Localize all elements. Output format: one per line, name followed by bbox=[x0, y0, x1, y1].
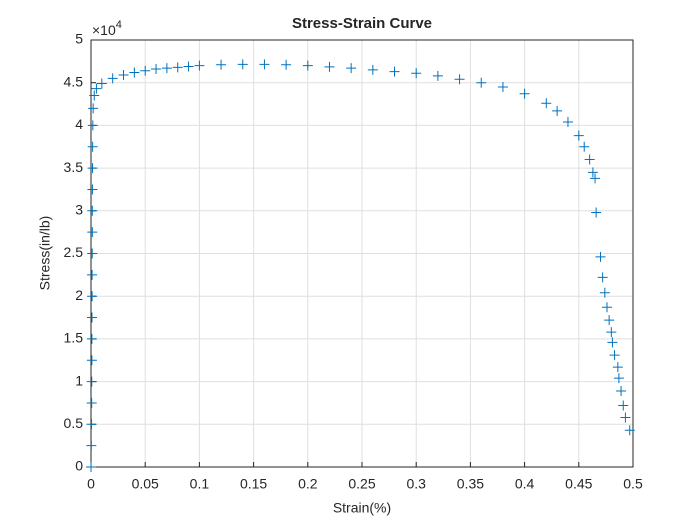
marker bbox=[601, 302, 612, 313]
marker bbox=[579, 141, 590, 152]
marker bbox=[151, 64, 162, 75]
marker bbox=[91, 83, 102, 94]
marker bbox=[609, 350, 620, 361]
marker bbox=[259, 59, 270, 70]
marker bbox=[616, 385, 627, 396]
marker bbox=[183, 61, 194, 72]
y-tick-label: 4 bbox=[75, 116, 83, 132]
marker bbox=[595, 251, 606, 262]
marker bbox=[87, 205, 98, 216]
marker bbox=[624, 425, 635, 436]
x-tick-label: 0.25 bbox=[348, 476, 375, 492]
marker bbox=[194, 60, 205, 71]
y-tick-label: 2 bbox=[75, 287, 83, 303]
y-tick-label: 0 bbox=[75, 458, 83, 474]
x-tick-label: 0 bbox=[87, 476, 95, 492]
y-tick-label: 1.5 bbox=[64, 330, 84, 346]
y-exponent: ×104 bbox=[92, 19, 122, 38]
y-tick-label: 3.5 bbox=[64, 159, 84, 175]
marker bbox=[86, 355, 97, 366]
marker bbox=[87, 120, 98, 131]
marker bbox=[86, 333, 97, 344]
marker bbox=[237, 59, 248, 70]
marker bbox=[584, 154, 595, 165]
marker bbox=[562, 116, 573, 127]
marker bbox=[573, 130, 584, 141]
marker bbox=[497, 81, 508, 92]
x-tick-label: 0.35 bbox=[457, 476, 484, 492]
marker bbox=[367, 64, 378, 75]
marker bbox=[541, 98, 552, 109]
y-axis-label: Stress(in/lb) bbox=[37, 216, 53, 291]
marker bbox=[86, 376, 97, 387]
marker bbox=[613, 373, 624, 384]
marker bbox=[324, 61, 335, 72]
x-tick-label: 0.3 bbox=[406, 476, 426, 492]
marker bbox=[216, 59, 227, 70]
marker bbox=[86, 462, 96, 472]
marker bbox=[606, 327, 617, 338]
x-tick-label: 0.4 bbox=[515, 476, 535, 492]
marker bbox=[86, 440, 97, 451]
marker bbox=[346, 63, 357, 74]
marker bbox=[432, 70, 443, 81]
marker bbox=[87, 163, 98, 174]
marker bbox=[140, 65, 151, 76]
marker bbox=[476, 77, 487, 88]
x-tick-label: 0.5 bbox=[623, 476, 643, 492]
exponent-base: ×10 bbox=[92, 22, 116, 38]
chart-title: Stress-Strain Curve bbox=[292, 15, 432, 32]
marker bbox=[587, 167, 598, 178]
marker bbox=[86, 312, 97, 323]
marker bbox=[87, 291, 98, 302]
x-tick-label: 0.2 bbox=[298, 476, 318, 492]
y-tick-label: 1 bbox=[75, 372, 83, 388]
marker bbox=[86, 419, 97, 430]
marker bbox=[87, 141, 98, 152]
marker bbox=[612, 362, 623, 373]
marker bbox=[107, 73, 118, 84]
marker bbox=[129, 67, 140, 78]
y-tick-label: 0.5 bbox=[64, 415, 84, 431]
marker bbox=[86, 397, 97, 408]
marker bbox=[454, 74, 465, 85]
marker bbox=[302, 60, 313, 71]
marker bbox=[411, 68, 422, 79]
marker bbox=[87, 184, 98, 195]
marker bbox=[172, 62, 183, 73]
marker bbox=[591, 207, 602, 218]
marker bbox=[96, 78, 107, 89]
marker bbox=[281, 59, 292, 70]
x-tick-label: 0.45 bbox=[565, 476, 592, 492]
marker bbox=[87, 248, 98, 259]
marker bbox=[620, 412, 631, 423]
marker bbox=[590, 173, 601, 184]
marker bbox=[599, 287, 610, 298]
marker bbox=[89, 90, 100, 101]
exponent-power: 4 bbox=[116, 19, 122, 31]
x-tick-label: 0.1 bbox=[190, 476, 210, 492]
marker bbox=[88, 103, 99, 114]
x-axis-label: Strain(%) bbox=[333, 500, 391, 516]
y-tick-label: 5 bbox=[75, 31, 83, 47]
y-tick-label: 3 bbox=[75, 202, 83, 218]
marker bbox=[519, 88, 530, 99]
marker bbox=[389, 66, 400, 77]
y-tick-label: 2.5 bbox=[64, 244, 84, 260]
marker bbox=[597, 272, 608, 283]
x-tick-label: 0.05 bbox=[132, 476, 159, 492]
marker bbox=[118, 70, 129, 81]
marker bbox=[618, 400, 629, 411]
marker bbox=[607, 337, 618, 348]
y-tick-label: 4.5 bbox=[64, 73, 84, 89]
x-tick-label: 0.15 bbox=[240, 476, 267, 492]
marker bbox=[552, 105, 563, 116]
marker bbox=[87, 227, 98, 238]
marker bbox=[87, 269, 98, 280]
marker bbox=[604, 315, 615, 326]
marker bbox=[161, 63, 172, 74]
